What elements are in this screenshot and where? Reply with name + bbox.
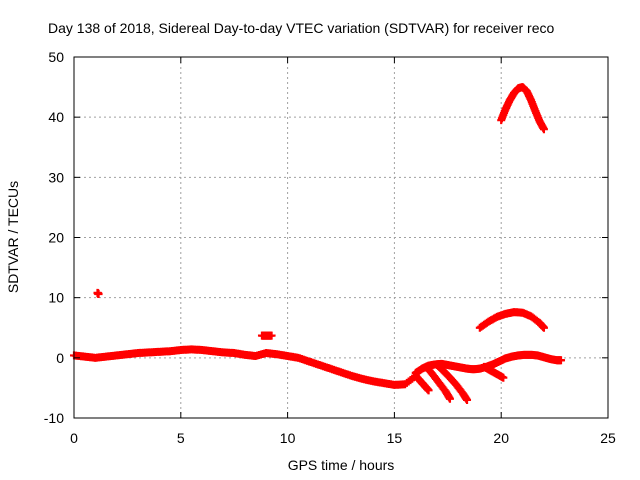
x-tick-label: 20 [493, 430, 509, 446]
chart-title: Day 138 of 2018, Sidereal Day-to-day VTE… [48, 20, 554, 36]
data-point [557, 356, 566, 365]
y-tick-label: 10 [48, 290, 64, 306]
data-point [499, 373, 508, 382]
series-baseline [70, 345, 420, 389]
x-tick-label: 0 [70, 430, 78, 446]
y-tick-label: 30 [48, 169, 64, 185]
data-points [70, 83, 566, 404]
y-tick-label: 20 [48, 230, 64, 246]
data-point [445, 394, 454, 403]
x-axis-label: GPS time / hours [288, 457, 395, 473]
data-point [463, 395, 472, 404]
data-point [94, 290, 103, 299]
data-point [424, 386, 433, 395]
series-outlier [93, 288, 103, 299]
y-tick-label: -10 [44, 410, 64, 426]
series-high-arc [497, 83, 548, 134]
series-drop-3 [433, 361, 472, 404]
x-tick-label: 5 [177, 430, 185, 446]
series-tail-right [480, 362, 508, 382]
data-point [267, 331, 276, 340]
y-tick-label: 50 [48, 49, 64, 65]
x-tick-label: 25 [600, 430, 616, 446]
y-axis-label: SDTVAR / TECUs [5, 181, 21, 293]
data-point [539, 125, 548, 134]
y-tick-label: 40 [48, 109, 64, 125]
series-drop-1 [411, 371, 433, 395]
series-short-segment [257, 331, 276, 340]
axis-ticks: 0 5 10 15 20 25 -10 0 10 20 30 40 50 [44, 49, 616, 446]
x-tick-label: 15 [387, 430, 403, 446]
series-mid-arc [475, 308, 548, 332]
data-point [539, 323, 548, 332]
y-tick-label: 0 [56, 350, 64, 366]
series-drop-2 [422, 362, 454, 403]
x-tick-label: 10 [280, 430, 296, 446]
